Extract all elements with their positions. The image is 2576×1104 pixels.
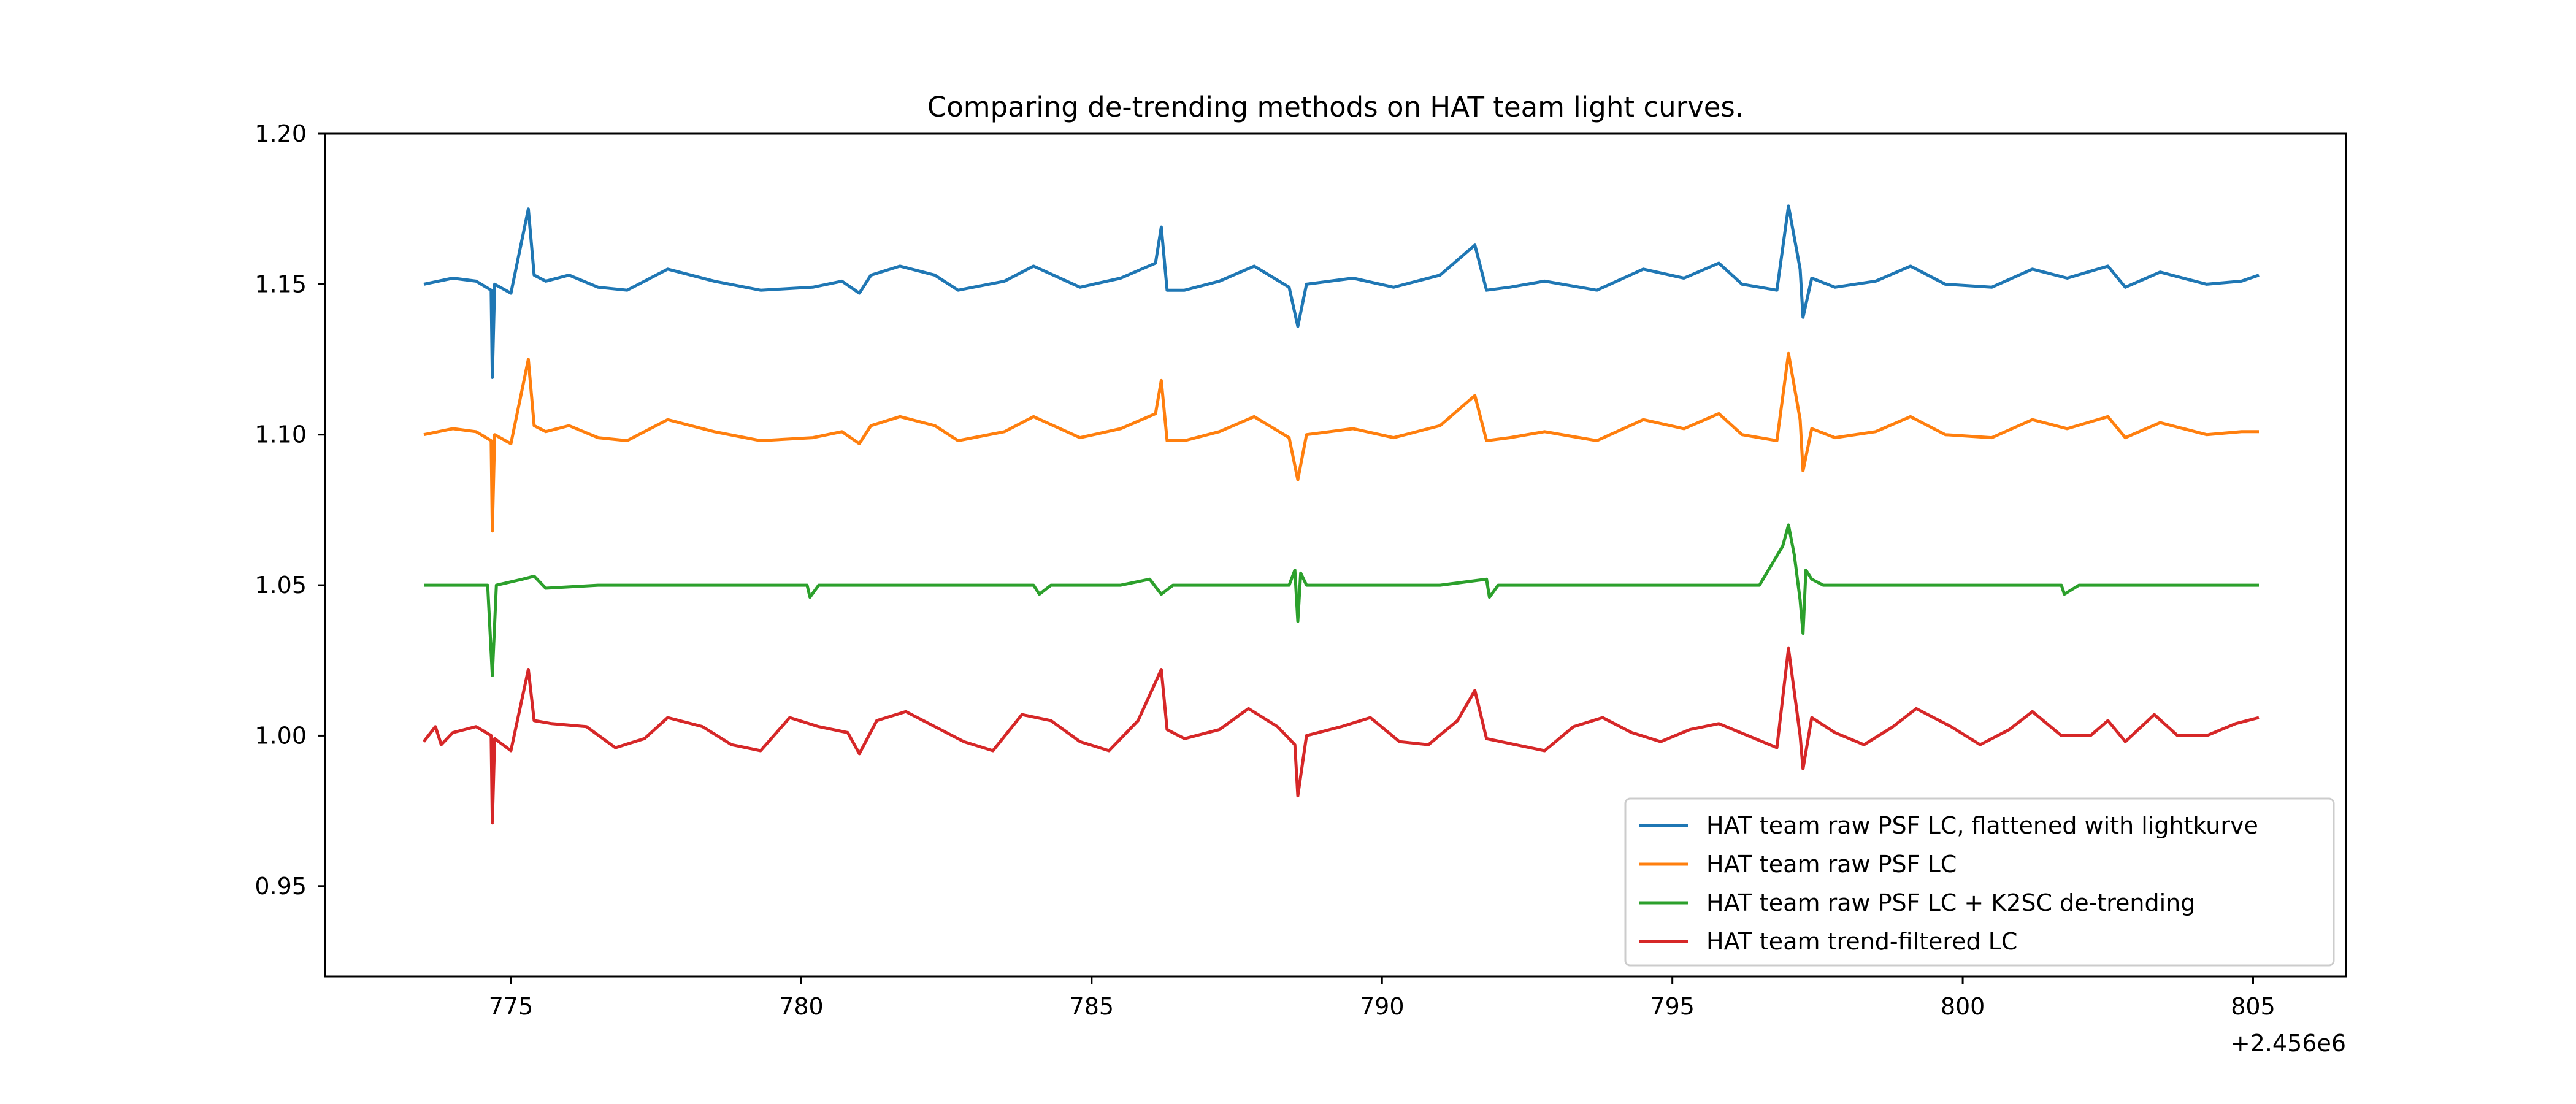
- x-tick-label: 780: [779, 993, 824, 1020]
- x-axis: 775 780 785 790 795 800 805: [489, 976, 2275, 1020]
- y-tick-label: 1.05: [255, 572, 307, 599]
- y-tick-label: 1.10: [255, 421, 307, 448]
- y-tick-label: 0.95: [255, 873, 307, 900]
- y-axis: 0.95 1.00 1.05 1.10 1.15 1.20: [255, 120, 325, 900]
- series-line-2: [423, 351, 2259, 533]
- x-tick-label: 805: [2231, 993, 2275, 1020]
- x-tick-label: 795: [1650, 993, 1695, 1020]
- y-tick-label: 1.15: [255, 270, 307, 297]
- legend-label-4: HAT team trend-filtered LC: [1706, 928, 2017, 955]
- legend-label-1: HAT team raw PSF LC, flattened with ligh…: [1706, 812, 2258, 839]
- legend: HAT team raw PSF LC, flattened with ligh…: [1624, 797, 2335, 967]
- plot-frame: [324, 132, 2347, 978]
- x-tick-label: 775: [489, 993, 534, 1020]
- legend-label-2: HAT team raw PSF LC: [1706, 851, 1957, 878]
- x-tick-label: 785: [1070, 993, 1114, 1020]
- series-line-1: [423, 204, 2260, 379]
- y-tick-label: 1.20: [255, 120, 307, 147]
- series-line-4: [423, 646, 2260, 825]
- x-tick-label: 800: [1941, 993, 1985, 1020]
- x-tick-label: 790: [1360, 993, 1405, 1020]
- x-axis-offset-label: +2.456e6: [2231, 1030, 2346, 1057]
- series-layer: [423, 204, 2260, 825]
- chart-title: Comparing de-trending methods on HAT tea…: [927, 91, 1744, 123]
- y-tick-label: 1.00: [255, 722, 307, 749]
- series-line-3: [424, 523, 2259, 677]
- legend-box: [1624, 797, 2335, 967]
- legend-label-3: HAT team raw PSF LC + K2SC de-trending: [1706, 889, 2195, 916]
